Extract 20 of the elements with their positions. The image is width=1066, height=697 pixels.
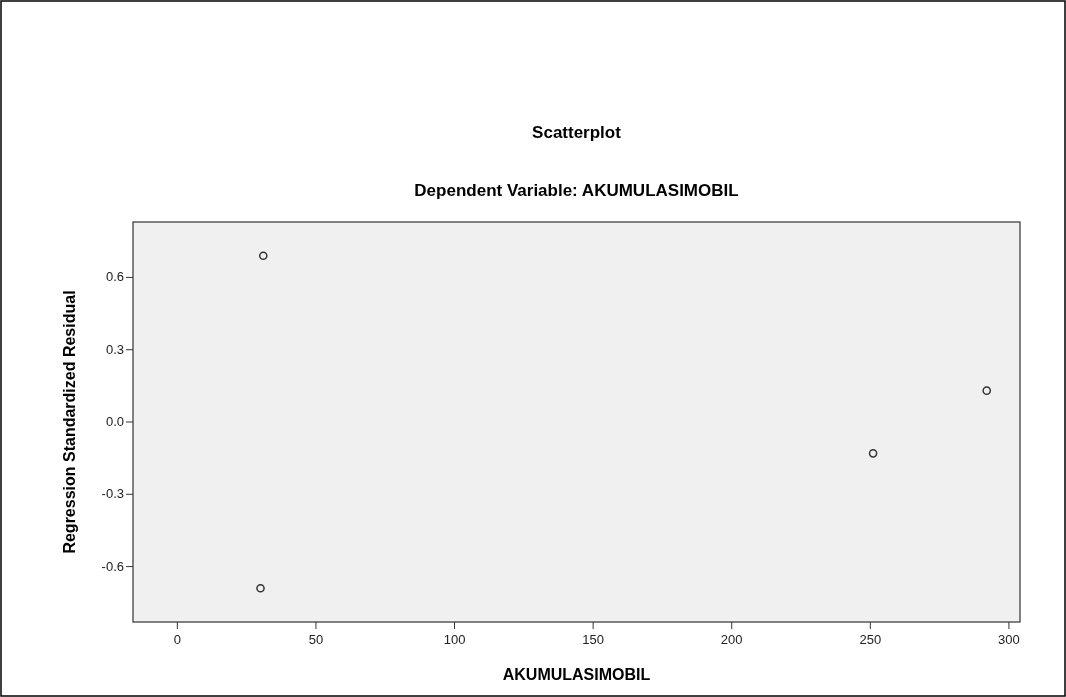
x-tick-label: 300 bbox=[998, 632, 1020, 647]
y-tick-label: -0.3 bbox=[101, 486, 124, 502]
point bbox=[982, 386, 992, 395]
y-tick-label: 0.0 bbox=[105, 414, 124, 429]
x-tick-label: 100 bbox=[443, 632, 466, 647]
y-tick-label: -0.6 bbox=[101, 558, 124, 574]
x-tick-label: 0 bbox=[173, 632, 181, 647]
x-axis-title: AKUMULASIMOBIL bbox=[502, 666, 651, 683]
x-tick-label: 200 bbox=[720, 632, 743, 647]
x-tick-label: 150 bbox=[582, 632, 604, 647]
y-axis-title: Regression Standardized Residual bbox=[61, 290, 78, 554]
chart-title: Scatterplot bbox=[532, 123, 622, 142]
y-tick-label: 0.6 bbox=[105, 269, 124, 285]
x-tick-label: 250 bbox=[859, 632, 882, 647]
x-tick-label: 50 bbox=[308, 632, 324, 647]
chart-subtitle: Dependent Variable: AKUMULASIMOBIL bbox=[414, 181, 739, 200]
point bbox=[256, 583, 265, 593]
y-tick-label: 0.3 bbox=[105, 341, 124, 357]
point bbox=[868, 449, 878, 458]
point bbox=[258, 251, 268, 261]
